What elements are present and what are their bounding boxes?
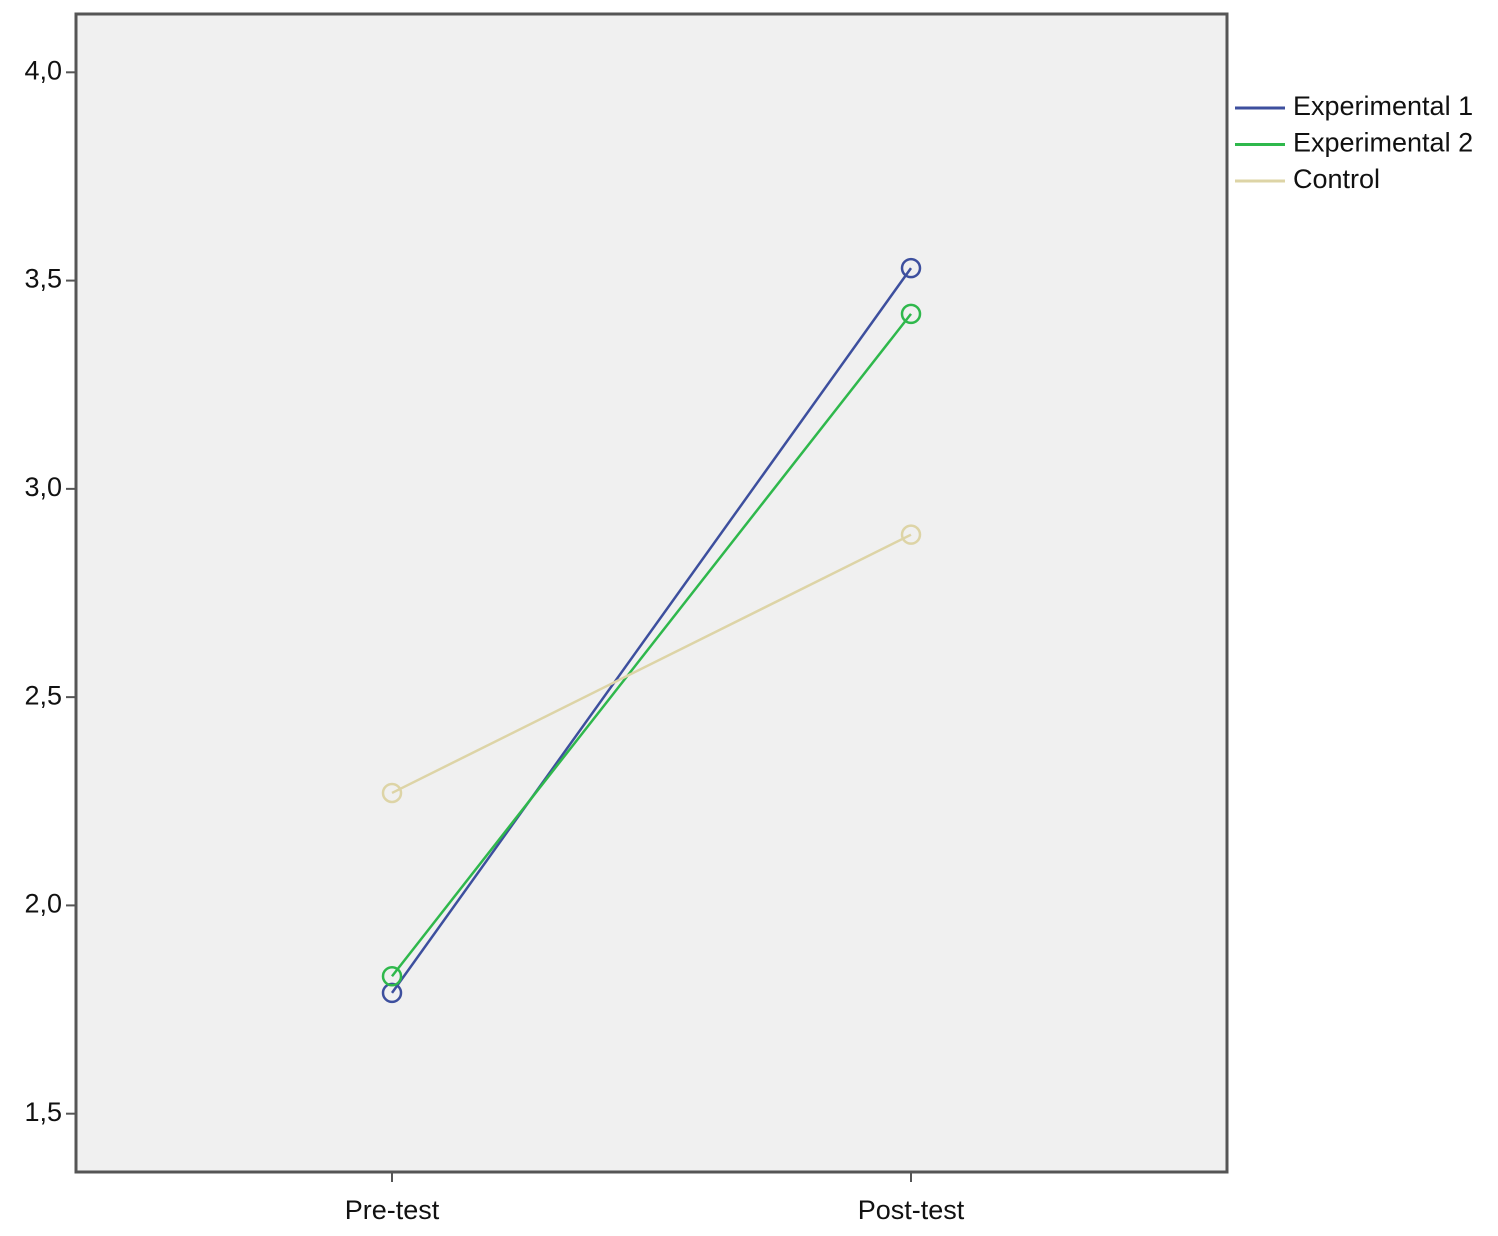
series-line: [391, 533, 912, 795]
y-tick-label: 4,0: [24, 55, 62, 85]
series-line: [391, 313, 912, 977]
x-tick-label: Post-test: [858, 1195, 965, 1225]
data-point: [900, 524, 922, 545]
plot-area: [74, 12, 1229, 1174]
y-tick-label: 3,5: [24, 264, 62, 294]
x-tick-label: Pre-test: [345, 1195, 440, 1225]
data-point: [381, 965, 403, 987]
legend-label: Experimental 1: [1293, 91, 1473, 121]
series-line: [390, 267, 913, 994]
data-point: [900, 257, 922, 279]
legend-label: Experimental 2: [1293, 128, 1473, 158]
data-point: [381, 982, 403, 1004]
y-tick-label: 2,5: [24, 680, 62, 710]
data-point: [900, 303, 922, 325]
data-point: [381, 782, 403, 804]
y-tick-label: 3,0: [24, 472, 62, 502]
y-tick-label: 2,0: [24, 889, 62, 919]
legend-label: Control: [1293, 164, 1380, 194]
y-tick-label: 1,5: [24, 1097, 62, 1127]
